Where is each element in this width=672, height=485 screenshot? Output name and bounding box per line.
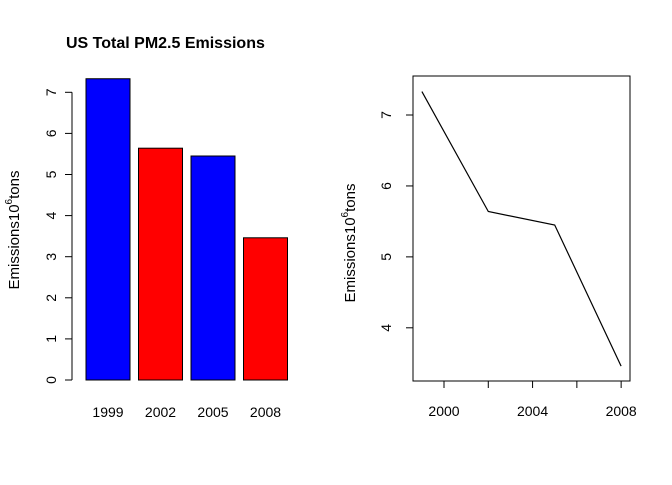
- bar-y-tick-label-0: 0: [43, 376, 59, 384]
- bar-y-tick-label-1: 1: [43, 335, 59, 343]
- chart-title: US Total PM2.5 Emissions: [66, 35, 265, 52]
- bar-2008: [243, 237, 288, 381]
- line-y-tick-label-6: 6: [378, 182, 394, 190]
- bar-y-tick-label-3: 3: [43, 253, 59, 261]
- bar-x-tick-label-2005: 2005: [197, 404, 228, 420]
- line-x-tick-label-2008: 2008: [606, 403, 637, 419]
- line-y-tick-label-4: 4: [378, 324, 394, 332]
- line-y-tick-label-7: 7: [378, 111, 394, 119]
- bar-x-tick-label-1999: 1999: [92, 404, 123, 420]
- bar-y-tick-label-2: 2: [43, 294, 59, 302]
- bar-y-axis-label: Emissions106tons: [4, 171, 23, 290]
- bar-x-tick-label-2008: 2008: [250, 404, 281, 420]
- line-x-tick-label-2000: 2000: [428, 403, 459, 419]
- bar-y-tick-label-6: 6: [43, 129, 59, 137]
- line-plot-frame: [412, 75, 631, 382]
- bar-chart: Emissions106tons 1999 2002 2005 2008 0 1 2 3 4 5 6…: [4, 78, 288, 420]
- bar-y-tick-label-5: 5: [43, 170, 59, 178]
- bar-1999: [85, 78, 131, 381]
- line-chart: Emissions106tons 2000 2004 2008 4 5 6 7: [340, 75, 637, 419]
- emissions-line: [421, 91, 622, 367]
- line-y-tick-label-5: 5: [378, 253, 394, 261]
- bar-y-tick-label-4: 4: [43, 211, 59, 219]
- bar-y-tick-label-7: 7: [43, 88, 59, 96]
- bar-2002: [138, 147, 183, 381]
- line-x-tick-label-2004: 2004: [517, 403, 548, 419]
- line-y-axis-label: Emissions106tons: [340, 184, 359, 303]
- bar-x-tick-label-2002: 2002: [145, 404, 176, 420]
- bar-2005: [190, 155, 236, 381]
